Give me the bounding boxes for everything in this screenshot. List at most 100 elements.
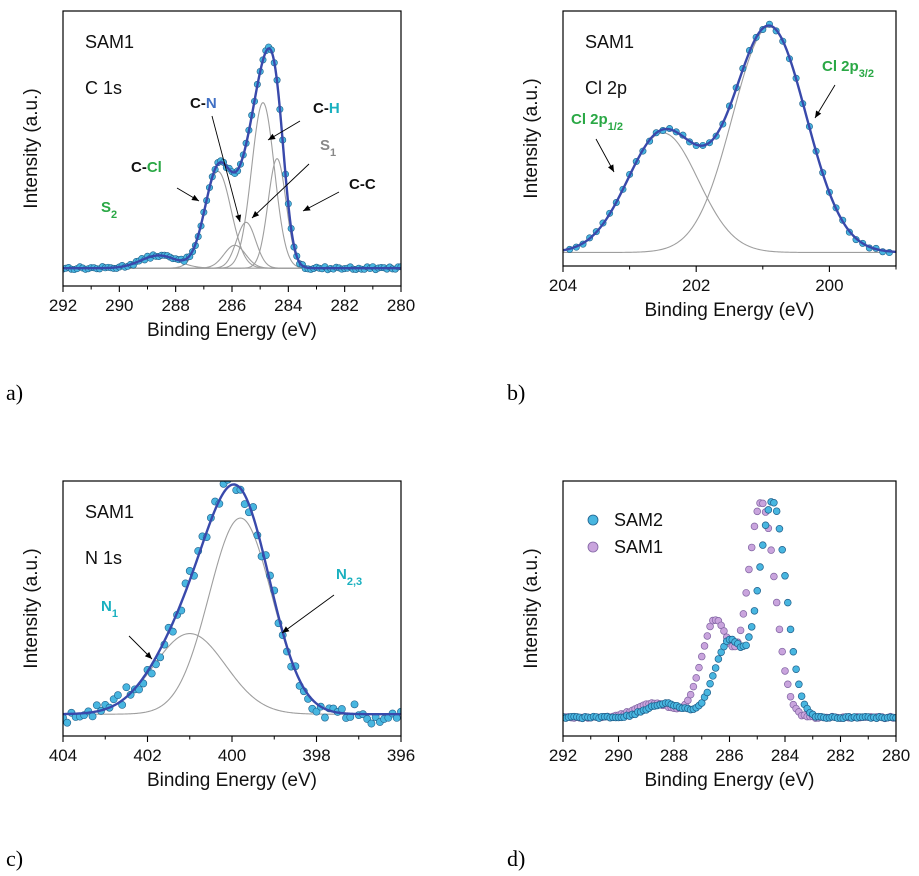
axes-frame xyxy=(562,480,897,737)
x-tick-label: 288 xyxy=(660,746,688,765)
x-tick-label: 282 xyxy=(330,296,358,315)
peak-annotation: S2 xyxy=(101,199,117,221)
x-tick-label: 292 xyxy=(549,746,577,765)
x-tick-label: 280 xyxy=(387,296,415,315)
data-point-sam1 xyxy=(689,682,698,691)
data-point-sam2 xyxy=(761,521,770,529)
annotation-text: C- xyxy=(313,100,329,117)
panel-letter: c) xyxy=(6,846,23,871)
peak-annotation: C-C xyxy=(349,176,376,193)
fit-envelope xyxy=(63,483,401,716)
data-point-sam1 xyxy=(700,642,709,650)
panel-letter: b) xyxy=(507,380,525,405)
data-point-sam1 xyxy=(781,667,789,675)
data-point-sam2 xyxy=(786,625,795,634)
annotation-text: N xyxy=(101,598,112,615)
legend-marker xyxy=(587,541,599,553)
region-label: Cl 2p xyxy=(585,78,627,98)
data-point-sam2 xyxy=(756,563,764,571)
data-point-sam1 xyxy=(767,546,775,554)
plot-area xyxy=(63,481,401,728)
x-tick-label: 280 xyxy=(882,746,910,765)
annotation-text: N xyxy=(206,95,217,112)
annotation-text: Cl 2p xyxy=(822,58,859,75)
x-tick-label: 282 xyxy=(826,746,854,765)
x-tick-label: 400 xyxy=(218,746,246,765)
x-tick-label: 284 xyxy=(274,296,302,315)
plot-area xyxy=(563,498,896,723)
data-point-sam2 xyxy=(703,688,712,697)
data-point-sam2 xyxy=(706,679,714,688)
x-tick-label: 204 xyxy=(549,276,577,295)
data-point-sam2 xyxy=(792,665,800,673)
data-point-sam1 xyxy=(770,572,778,581)
data-point-sam1 xyxy=(786,692,795,701)
x-tick-label: 398 xyxy=(302,746,330,765)
data-point-sam2 xyxy=(747,623,756,631)
data-point-sam1 xyxy=(778,647,786,656)
x-tick-label: 284 xyxy=(771,746,799,765)
component-curve xyxy=(563,132,896,254)
data-point-sam1 xyxy=(736,626,745,635)
x-axis-title: Binding Energy (eV) xyxy=(644,300,814,321)
data-point-sam1 xyxy=(742,589,750,597)
data-point-sam2 xyxy=(778,546,786,554)
annotation-subscript: 2,3 xyxy=(347,576,362,588)
data-point-sam2 xyxy=(709,672,717,680)
annotation-subscript: 3/2 xyxy=(859,68,874,80)
annotation-text: N xyxy=(336,566,347,583)
y-axis-title: Intensity (a.u.) xyxy=(21,548,42,668)
data-point-sam1 xyxy=(775,625,784,634)
region-label: N 1s xyxy=(85,548,122,568)
data-point-sam2 xyxy=(742,641,750,650)
arrow-head xyxy=(235,214,242,222)
x-tick-label: 288 xyxy=(161,296,189,315)
data-point-sam2 xyxy=(772,507,781,515)
data-point-sam1 xyxy=(784,680,792,688)
panel-a-c1s: 292 290 288 286 284 282 280 Binding Energy (eV)… xyxy=(6,10,415,405)
data-point-sam2 xyxy=(770,499,778,507)
data-point-sam1 xyxy=(747,543,756,552)
annotation-subscript: 1/2 xyxy=(608,121,623,133)
data-point xyxy=(367,719,376,728)
legend-marker xyxy=(587,514,599,526)
plot-area xyxy=(563,20,896,257)
x-tick-label: 286 xyxy=(715,746,743,765)
x-axis-title: Binding Energy (eV) xyxy=(147,320,317,341)
annotation-text: C-C xyxy=(349,176,376,193)
arrow-head xyxy=(268,133,276,140)
legend-label: SAM1 xyxy=(614,537,663,557)
data-point-sam2 xyxy=(759,541,767,549)
data-point-sam2 xyxy=(789,647,798,656)
peak-annotation: C-N xyxy=(190,95,217,112)
data-point xyxy=(126,690,135,699)
data-point xyxy=(122,683,131,692)
peak-annotation: N2,3 xyxy=(336,566,362,588)
annotation-arrow xyxy=(281,594,335,634)
data-point-sam1 xyxy=(686,690,695,699)
data-point-sam2 xyxy=(795,680,803,689)
x-tick-label: 292 xyxy=(49,296,77,315)
y-axis-title: Intensity (a.u.) xyxy=(21,88,42,208)
data-point-sam1 xyxy=(745,565,753,574)
x-tick-label: 200 xyxy=(815,276,843,295)
annotation-subscript: 1 xyxy=(330,147,336,159)
data-point-sam2 xyxy=(750,607,759,615)
component-curve xyxy=(63,221,401,269)
data-point xyxy=(63,718,72,727)
x-axis-title: Binding Energy (eV) xyxy=(147,770,317,791)
arrow-head xyxy=(608,164,614,172)
data-point xyxy=(321,713,329,722)
data-point-sam1 xyxy=(750,522,759,531)
arrow-head xyxy=(252,211,260,218)
data-point xyxy=(114,691,122,700)
data-point-sam2 xyxy=(714,655,723,663)
arrow-head xyxy=(815,110,822,118)
arrow-head xyxy=(303,205,311,211)
data-point xyxy=(224,481,232,484)
region-label: C 1s xyxy=(85,78,122,98)
data-point-sam1 xyxy=(772,598,781,607)
annotation-subscript: 1 xyxy=(112,608,118,620)
x-tick-label: 286 xyxy=(218,296,246,315)
